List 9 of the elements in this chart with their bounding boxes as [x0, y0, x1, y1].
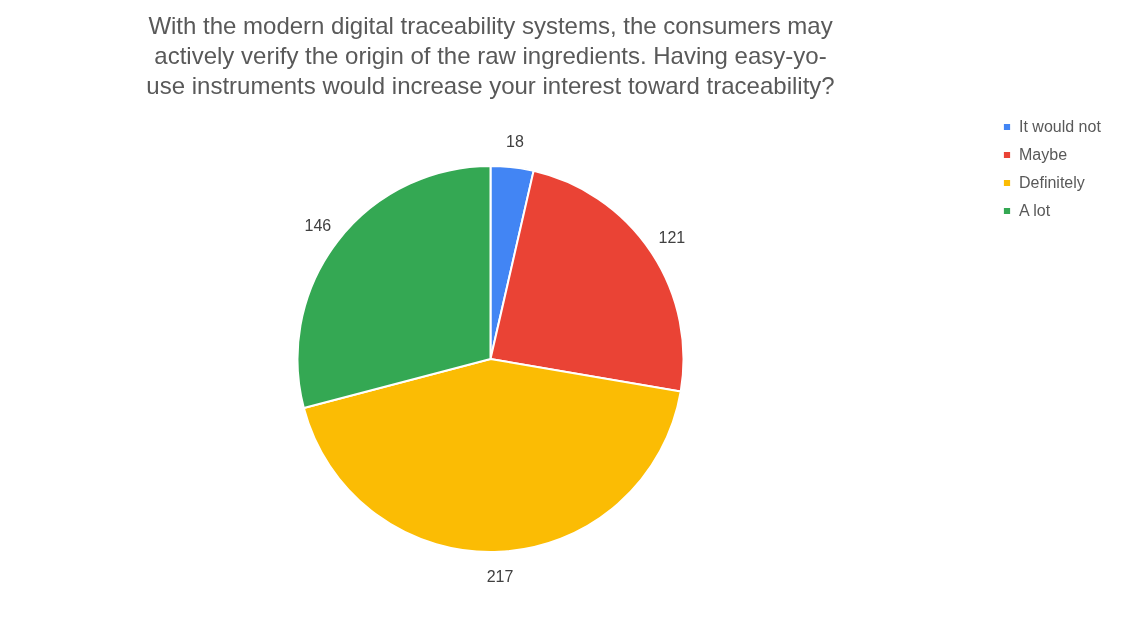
data-label: 121 [658, 229, 686, 247]
data-label: 18 [506, 133, 525, 151]
legend-label: Definitely [1019, 174, 1085, 191]
legend-label: It would not [1019, 118, 1102, 135]
chart-title: With the modern digital traceability systems, the consumers may actively verify the origin of the raw ingredients. Having easy-yo-use instruments would increase your interest toward traceability? [146, 12, 835, 99]
legend-label: A lot [1019, 202, 1051, 219]
legend-label: Maybe [1019, 146, 1068, 163]
data-label: 217 [486, 567, 514, 585]
data-label: 146 [304, 216, 332, 234]
